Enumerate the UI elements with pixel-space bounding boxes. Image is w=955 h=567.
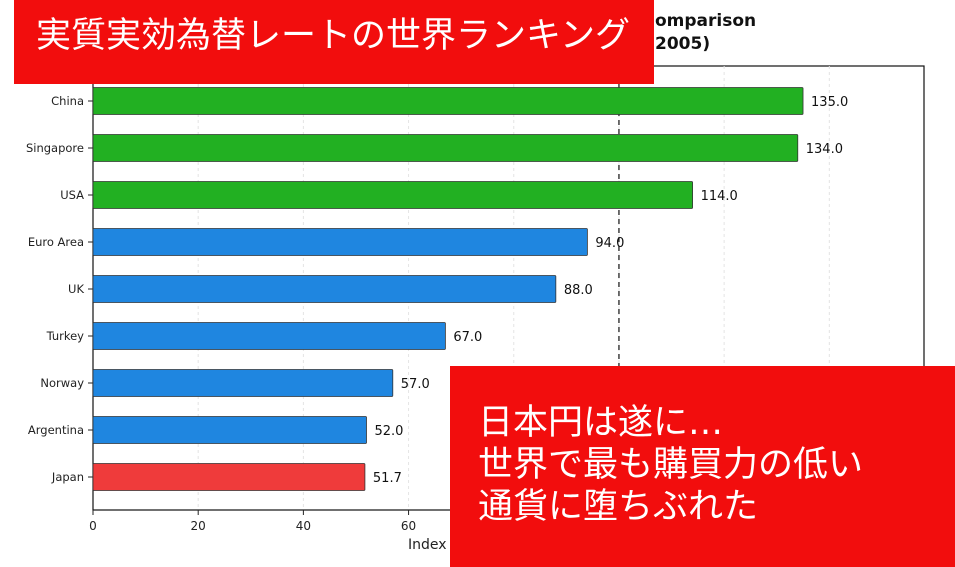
category-label: Singapore [26,141,84,155]
x-tick-label: 20 [191,519,206,533]
bars: China 135.0 Singapore 134.0 USA 114.0 Euro Are… [26,87,848,491]
bottom-banner-line-3: 通貨に堕ちぶれた [478,487,759,527]
value-label: 57.0 [401,377,430,392]
bar [92,181,693,209]
bar [92,322,446,350]
bottom-banner-line-2: 世界で最も購買力の低い [478,445,864,485]
category-label: China [51,94,84,108]
x-tick-label: 0 [89,519,97,533]
value-label: 52.0 [374,424,403,439]
value-label: 67.0 [453,330,482,345]
x-tick-label: 40 [296,519,311,533]
x-axis-ticks: 0 20 40 60 [89,510,416,533]
bar [92,463,366,491]
x-tick-label: 60 [401,519,416,533]
bar [92,134,799,162]
bar [92,228,588,256]
top-banner: 実質実効為替レートの世界ランキング [14,0,654,84]
category-label: Norway [40,376,84,390]
category-label: Japan [51,470,84,484]
category-label: UK [68,282,84,296]
category-label: Argentina [28,423,84,437]
chart-title-line-2: 2005) [655,34,710,54]
bar [92,416,367,444]
value-label: 88.0 [564,283,593,298]
value-label: 134.0 [806,142,843,157]
chart-title-line-1: omparison [655,11,756,31]
x-axis-title: Index [408,537,447,553]
category-label: Turkey [46,329,85,343]
bar [92,87,804,115]
value-label: 51.7 [373,471,402,486]
value-label: 135.0 [811,95,848,110]
category-label: Euro Area [28,235,84,249]
bar [92,369,394,397]
value-label: 114.0 [701,189,738,204]
bottom-banner-line-1: 日本円は遂に… [478,403,724,443]
value-label: 94.0 [595,236,624,251]
bar [92,275,557,303]
bottom-banner: 日本円は遂に… 世界で最も購買力の低い 通貨に堕ちぶれた [450,366,955,567]
category-label: USA [60,188,84,202]
